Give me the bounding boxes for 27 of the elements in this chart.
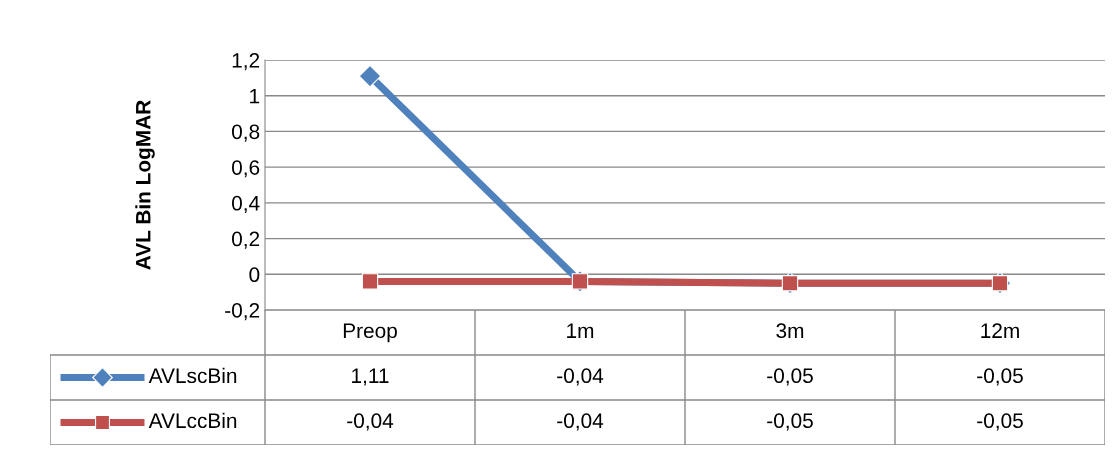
data-label: -0,05 bbox=[767, 368, 813, 386]
data-label: 1,11 bbox=[352, 368, 389, 386]
point bbox=[781, 275, 799, 292]
y-tick-label: 0,2 bbox=[231, 231, 260, 249]
y-tick-label: -0,2 bbox=[225, 303, 260, 321]
data-label: -0,04 bbox=[557, 368, 604, 386]
y-tick-label: 1 bbox=[250, 88, 260, 104]
y-tick-label: 1,2 bbox=[232, 53, 260, 71]
x-tick-label: Preop bbox=[343, 323, 397, 343]
data-label: -0,04 bbox=[347, 413, 394, 431]
x-tick-label: 12m bbox=[981, 323, 1019, 338]
x-tick-label: 1m bbox=[567, 323, 594, 338]
legend-label: AVLscBin bbox=[148, 367, 237, 384]
data-label: -0,05 bbox=[977, 413, 1023, 431]
point bbox=[571, 273, 589, 290]
data-label: -0,04 bbox=[557, 413, 604, 431]
legend-label: AVLccBin bbox=[148, 412, 237, 429]
y-tick-label: 0,4 bbox=[231, 195, 260, 214]
y-tick-label: 0,8 bbox=[231, 124, 260, 142]
y-tick-label: 0,6 bbox=[231, 160, 260, 178]
y-axis-title: AVL Bin LogMAR bbox=[135, 100, 155, 270]
data-label: -0,05 bbox=[767, 413, 813, 431]
data-label: -0,05 bbox=[977, 368, 1023, 386]
point bbox=[358, 64, 382, 88]
point bbox=[361, 273, 379, 290]
y-tick-label: 0 bbox=[249, 267, 260, 283]
x-tick-label: 3m bbox=[776, 323, 804, 339]
